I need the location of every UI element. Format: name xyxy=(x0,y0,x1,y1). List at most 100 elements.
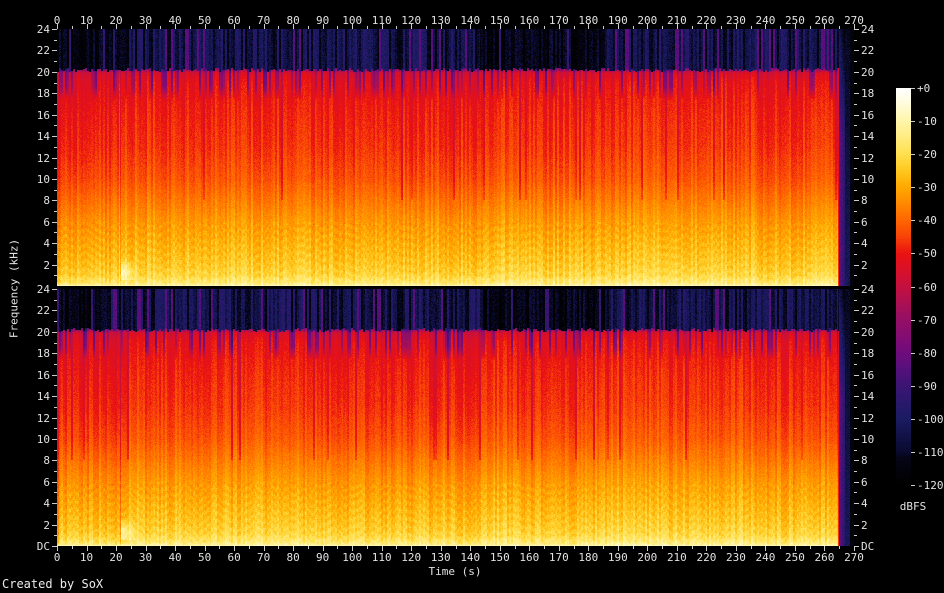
freq-tick xyxy=(52,481,57,483)
freq-tick-label: 12 xyxy=(861,151,875,165)
freq-tick-label: 10 xyxy=(861,432,875,446)
freq-minor-tick xyxy=(854,232,857,234)
freq-minor-tick xyxy=(854,146,857,148)
freq-minor-tick xyxy=(854,406,857,408)
time-tick-label: 250 xyxy=(785,551,805,564)
freq-minor-tick xyxy=(54,82,57,84)
time-tick xyxy=(676,546,678,551)
freq-tick-label: 6 xyxy=(861,215,868,229)
freq-tick-label: 8 xyxy=(43,194,50,208)
colorbar-tick-label: -60 xyxy=(917,280,937,294)
time-minor-tick xyxy=(721,26,723,29)
time-tick-label: 130 xyxy=(430,14,451,27)
time-tick-label: 260 xyxy=(814,14,835,27)
time-tick xyxy=(794,546,796,551)
time-tick-label: 160 xyxy=(519,551,540,564)
time-minor-tick xyxy=(307,546,309,549)
time-tick xyxy=(204,546,206,551)
time-tick xyxy=(293,546,295,551)
freq-minor-tick xyxy=(54,275,57,277)
colorbar-tick xyxy=(911,154,915,156)
freq-minor-tick xyxy=(854,449,857,451)
freq-tick-label: 8 xyxy=(861,454,868,468)
colorbar-tick-label: -120 xyxy=(917,479,944,492)
time-minor-tick xyxy=(573,546,575,549)
time-minor-tick xyxy=(455,26,457,29)
time-tick xyxy=(381,546,383,551)
freq-tick-label: 24 xyxy=(36,23,50,36)
time-minor-tick xyxy=(780,26,782,29)
freq-tick xyxy=(52,460,57,462)
freq-tick-label: 6 xyxy=(43,475,50,489)
time-minor-tick xyxy=(809,546,811,549)
time-tick-label: 40 xyxy=(168,551,182,564)
freq-minor-tick xyxy=(54,168,57,170)
freq-minor-tick xyxy=(54,342,57,344)
colorbar-tick-label: -10 xyxy=(917,115,937,129)
freq-tick-label: 16 xyxy=(36,108,50,122)
time-tick-label: 50 xyxy=(197,551,212,564)
time-tick-label: 10 xyxy=(79,14,94,27)
time-tick-label: 70 xyxy=(257,551,271,564)
time-minor-tick xyxy=(632,26,634,29)
time-tick-label: 140 xyxy=(460,14,481,27)
freq-tick xyxy=(854,374,859,376)
freq-tick-label: 2 xyxy=(861,258,868,272)
freq-tick xyxy=(52,524,57,526)
time-tick xyxy=(706,546,708,551)
time-tick xyxy=(558,546,560,551)
time-tick xyxy=(794,24,796,29)
time-tick xyxy=(175,24,177,29)
time-tick-label: 190 xyxy=(607,551,628,564)
time-tick xyxy=(735,546,737,551)
freq-tick-label: DC xyxy=(36,540,50,553)
time-minor-tick xyxy=(130,26,132,29)
freq-minor-tick xyxy=(854,168,857,170)
freq-tick xyxy=(854,331,859,333)
time-tick-label: 140 xyxy=(460,551,481,564)
freq-minor-tick xyxy=(54,189,57,191)
time-minor-tick xyxy=(278,546,280,549)
colorbar-tick-label: +0 xyxy=(917,82,931,95)
freq-minor-tick xyxy=(854,39,857,41)
colorbar xyxy=(896,88,911,485)
freq-tick-label: 20 xyxy=(861,65,875,79)
time-minor-tick xyxy=(721,546,723,549)
time-minor-tick xyxy=(691,546,693,549)
freq-tick-label: 22 xyxy=(36,44,50,58)
time-minor-tick xyxy=(691,26,693,29)
freq-minor-tick xyxy=(854,125,857,127)
time-minor-tick xyxy=(71,546,73,549)
colorbar-tick-label: -40 xyxy=(917,214,937,228)
freq-minor-tick xyxy=(54,253,57,255)
time-tick-label: 220 xyxy=(696,14,717,27)
time-tick-label: 200 xyxy=(637,14,658,27)
time-tick-label: 260 xyxy=(814,551,835,564)
time-tick-label: 200 xyxy=(637,551,658,564)
freq-tick xyxy=(52,221,57,223)
freq-tick xyxy=(854,50,859,52)
time-tick-label: 120 xyxy=(401,14,422,27)
time-tick-label: 80 xyxy=(286,551,300,564)
freq-minor-tick xyxy=(854,513,857,515)
freq-tick-label: 8 xyxy=(43,454,50,468)
time-minor-tick xyxy=(514,546,516,549)
freq-tick-label: 18 xyxy=(861,347,875,361)
time-tick-label: 10 xyxy=(79,551,94,564)
freq-tick-label: 20 xyxy=(861,325,875,339)
freq-tick xyxy=(854,200,859,202)
time-tick xyxy=(558,24,560,29)
colorbar-tick xyxy=(911,385,915,387)
time-tick-label: 180 xyxy=(578,14,599,27)
freq-minor-tick xyxy=(54,321,57,323)
time-tick-label: 110 xyxy=(371,14,392,27)
time-tick xyxy=(617,24,619,29)
time-tick xyxy=(529,24,531,29)
time-tick xyxy=(676,24,678,29)
spectrogram-right-channel xyxy=(57,289,854,546)
time-minor-tick xyxy=(396,26,398,29)
time-tick-label: 160 xyxy=(519,14,540,27)
time-minor-tick xyxy=(544,546,546,549)
time-minor-tick xyxy=(839,26,841,29)
freq-tick xyxy=(854,178,859,180)
